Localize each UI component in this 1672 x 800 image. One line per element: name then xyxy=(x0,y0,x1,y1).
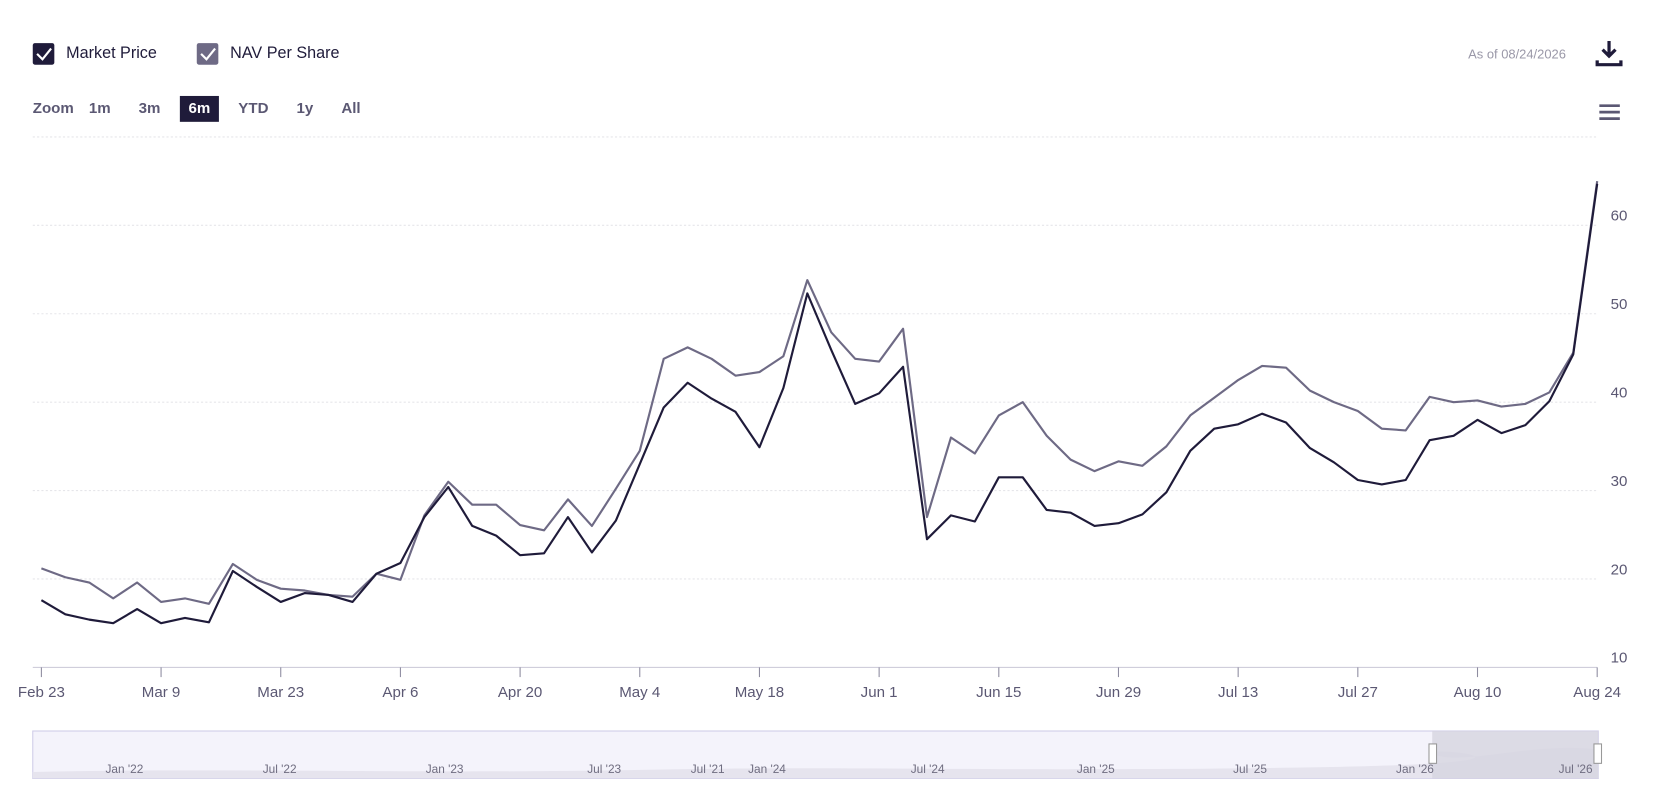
navigator-label: Jan '23 xyxy=(426,762,464,776)
y-tick-label: 20 xyxy=(1611,561,1628,578)
y-tick-label: 10 xyxy=(1611,650,1628,667)
zoom-option: 6m xyxy=(188,100,210,117)
y-tick-label: 60 xyxy=(1611,208,1628,225)
zoom-button[interactable]: 3m xyxy=(139,100,161,117)
zoom-button[interactable]: YTD xyxy=(238,100,268,117)
download-button[interactable] xyxy=(1595,40,1623,67)
series-line xyxy=(40,183,1599,625)
zoom-option: YTD xyxy=(238,100,268,117)
legend-check xyxy=(36,47,52,61)
x-tick-label: Aug 10 xyxy=(1454,684,1502,701)
navigator-label: Jan '24 xyxy=(748,762,786,776)
zoom-selected xyxy=(179,95,219,122)
legend-label: NAV Per Share xyxy=(230,44,339,62)
zoom-option: 1y xyxy=(297,100,314,117)
x-tick-label: Jul 27 xyxy=(1338,684,1378,701)
navigator-label: Jul '22 xyxy=(263,762,297,776)
y-tick-label: 30 xyxy=(1611,473,1628,490)
legend: Market Price NAV Per Share xyxy=(32,43,340,65)
as-of-date: As of 08/24/2026 xyxy=(1468,46,1566,61)
series-line xyxy=(41,180,1599,605)
menu-button[interactable] xyxy=(1599,104,1620,120)
y-tick-label: 40 xyxy=(1611,385,1628,402)
navigator-area xyxy=(32,747,1599,779)
y-tick-label: 50 xyxy=(1611,296,1628,313)
zoom-button[interactable]: All xyxy=(341,100,360,117)
x-tick-label: Apr 20 xyxy=(498,684,542,701)
x-tick-label: Apr 6 xyxy=(382,684,418,701)
x-tick-label: Mar 23 xyxy=(257,684,304,701)
x-tick-label: May 18 xyxy=(735,684,784,701)
zoom-option: All xyxy=(341,100,360,117)
legend-checkbox xyxy=(196,43,219,65)
navigator-label: Jul '23 xyxy=(587,762,621,776)
legend-check xyxy=(200,47,216,61)
navigator-label: Jan '25 xyxy=(1077,762,1115,776)
navigator-handle[interactable] xyxy=(1593,743,1603,764)
legend-item[interactable]: NAV Per Share xyxy=(196,43,340,65)
navigator-label: Jul '21 xyxy=(691,762,725,776)
x-tick-label: May 4 xyxy=(619,684,660,701)
navigator: Jan '22 Jul '22 Jan '23 Jul '23 Jul '21 Jan '… xyxy=(32,730,1603,779)
legend-item[interactable]: Market Price xyxy=(32,43,157,65)
zoom-buttons: 1m 3m 6m YTD 1y All xyxy=(89,95,361,122)
navigator-selection[interactable] xyxy=(1432,730,1599,779)
navigator-label: Jul '25 xyxy=(1233,762,1267,776)
x-tick-label: Mar 9 xyxy=(142,684,181,701)
navigator-handle[interactable] xyxy=(1428,743,1438,764)
zoom-button[interactable]: 1m xyxy=(89,100,111,117)
zoom-option: 1m xyxy=(89,100,111,117)
zoom-button[interactable]: 6m xyxy=(179,95,219,122)
plot: 10 20 30 40 50 60 Feb 23 Mar 9 Mar 23 Apr 6 Apr 20… xyxy=(18,136,1628,701)
x-tick-label: Jun 1 xyxy=(861,684,898,701)
navigator-label: Jan '26 xyxy=(1396,762,1434,776)
zoom-option: 3m xyxy=(139,100,161,117)
legend-checkbox xyxy=(32,43,55,65)
x-tick-label: Feb 23 xyxy=(18,684,65,701)
x-tick-label: Jul 13 xyxy=(1218,684,1258,701)
x-tick-label: Jun 29 xyxy=(1096,684,1141,701)
x-tick-label: Jun 15 xyxy=(976,684,1021,701)
navigator-label: Jul '24 xyxy=(911,762,945,776)
legend-label: Market Price xyxy=(66,44,157,62)
navigator-label: Jan '22 xyxy=(105,762,143,776)
zoom-button[interactable]: 1y xyxy=(297,100,314,117)
zoom-label: Zoom xyxy=(33,100,74,117)
x-tick-label: Aug 24 xyxy=(1573,684,1621,701)
navigator-label: Jul '26 xyxy=(1559,762,1593,776)
